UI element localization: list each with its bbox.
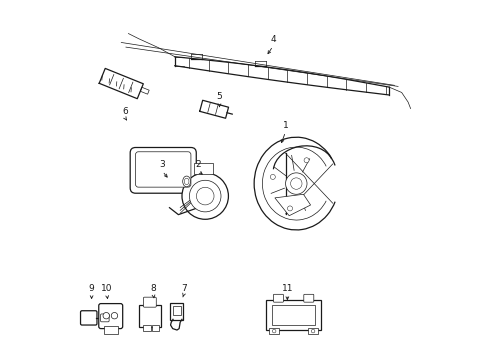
Ellipse shape bbox=[184, 178, 188, 185]
FancyBboxPatch shape bbox=[272, 305, 314, 325]
Text: 3: 3 bbox=[159, 160, 165, 169]
Circle shape bbox=[287, 206, 292, 211]
Text: 2: 2 bbox=[195, 160, 201, 169]
FancyBboxPatch shape bbox=[307, 328, 317, 334]
Text: 10: 10 bbox=[101, 284, 113, 293]
Text: 7: 7 bbox=[181, 284, 186, 293]
FancyBboxPatch shape bbox=[172, 306, 180, 315]
FancyBboxPatch shape bbox=[135, 152, 190, 187]
Text: 1: 1 bbox=[282, 121, 288, 130]
FancyBboxPatch shape bbox=[303, 294, 313, 302]
FancyBboxPatch shape bbox=[193, 163, 213, 174]
Ellipse shape bbox=[183, 176, 190, 187]
Circle shape bbox=[270, 174, 275, 179]
Circle shape bbox=[311, 329, 314, 333]
Circle shape bbox=[189, 180, 221, 212]
Text: 8: 8 bbox=[150, 284, 156, 293]
FancyBboxPatch shape bbox=[139, 305, 161, 327]
Text: 4: 4 bbox=[270, 35, 275, 44]
Circle shape bbox=[272, 329, 275, 333]
FancyBboxPatch shape bbox=[143, 325, 150, 332]
FancyBboxPatch shape bbox=[273, 294, 283, 302]
FancyBboxPatch shape bbox=[266, 300, 320, 330]
Circle shape bbox=[285, 173, 306, 194]
Circle shape bbox=[196, 187, 214, 205]
Circle shape bbox=[111, 312, 118, 319]
FancyBboxPatch shape bbox=[170, 302, 183, 320]
Polygon shape bbox=[274, 194, 310, 216]
FancyBboxPatch shape bbox=[268, 328, 279, 334]
Circle shape bbox=[103, 312, 109, 319]
Circle shape bbox=[290, 178, 302, 189]
FancyBboxPatch shape bbox=[101, 314, 109, 322]
Circle shape bbox=[182, 173, 228, 219]
Text: 6: 6 bbox=[122, 107, 127, 116]
FancyBboxPatch shape bbox=[99, 303, 122, 329]
Text: 11: 11 bbox=[281, 284, 292, 293]
Text: 9: 9 bbox=[88, 284, 94, 293]
FancyBboxPatch shape bbox=[130, 148, 196, 193]
FancyBboxPatch shape bbox=[152, 325, 159, 332]
FancyBboxPatch shape bbox=[103, 326, 118, 334]
FancyBboxPatch shape bbox=[143, 297, 156, 307]
Text: 5: 5 bbox=[216, 93, 222, 102]
FancyBboxPatch shape bbox=[81, 311, 97, 325]
Circle shape bbox=[304, 158, 308, 163]
Polygon shape bbox=[140, 87, 149, 94]
